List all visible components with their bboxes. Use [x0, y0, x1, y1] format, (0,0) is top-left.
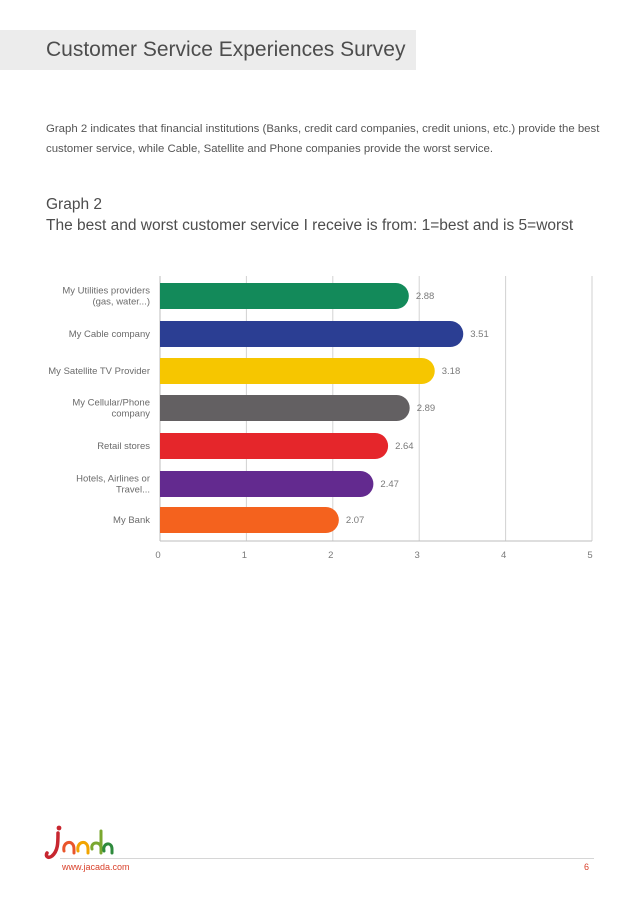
- x-tick-label-1: 1: [242, 550, 247, 561]
- category-label-0-1: (gas, water...): [92, 297, 150, 308]
- category-label-2-0: My Satellite TV Provider: [48, 366, 150, 377]
- x-tick-label-0: 0: [155, 550, 160, 561]
- category-label-1-0: My Cable company: [69, 329, 151, 340]
- bar-value-label-1: 3.51: [470, 329, 489, 340]
- bar-3: [160, 395, 410, 421]
- bar-value-label-6: 2.07: [346, 515, 365, 526]
- graph-heading: Graph 2 The best and worst customer serv…: [46, 194, 626, 236]
- x-tick-label-3: 3: [415, 550, 420, 561]
- bar-value-label-3: 2.89: [417, 403, 436, 414]
- bar-6: [160, 507, 339, 533]
- x-tick-label-2: 2: [328, 550, 333, 561]
- bar-value-label-0: 2.88: [416, 291, 435, 302]
- category-label-3-0: My Cellular/Phone: [72, 398, 150, 409]
- category-label-5-1: Travel...: [116, 485, 150, 496]
- title-band: Customer Service Experiences Survey: [0, 30, 416, 70]
- bar-1: [160, 321, 464, 347]
- category-label-5-0: Hotels, Airlines or: [76, 474, 150, 485]
- page-number: 6: [584, 862, 590, 872]
- category-label-3-1: company: [111, 409, 150, 420]
- bar-4: [160, 433, 389, 459]
- footer-url[interactable]: www.jacada.com: [62, 862, 130, 872]
- bar-2: [160, 358, 435, 384]
- graph-caption: The best and worst customer service I re…: [46, 217, 574, 234]
- graph-label: Graph 2: [46, 196, 103, 213]
- bar-5: [160, 471, 374, 497]
- intro-paragraph: Graph 2 indicates that financial institu…: [46, 123, 600, 155]
- page-title: Customer Service Experiences Survey: [46, 38, 406, 61]
- jacada-logo: [44, 825, 114, 859]
- bar-value-label-2: 3.18: [442, 366, 461, 377]
- x-tick-label-4: 4: [501, 550, 506, 561]
- footer-divider: [60, 858, 594, 859]
- category-label-4-0: Retail stores: [97, 441, 150, 452]
- bar-value-label-5: 2.47: [380, 479, 399, 490]
- bar-0: [160, 283, 409, 309]
- category-label-0-0: My Utilities providers: [62, 286, 150, 297]
- bar-value-label-4: 2.64: [395, 441, 414, 452]
- x-tick-label-5: 5: [587, 550, 592, 561]
- category-label-6-0: My Bank: [113, 515, 150, 526]
